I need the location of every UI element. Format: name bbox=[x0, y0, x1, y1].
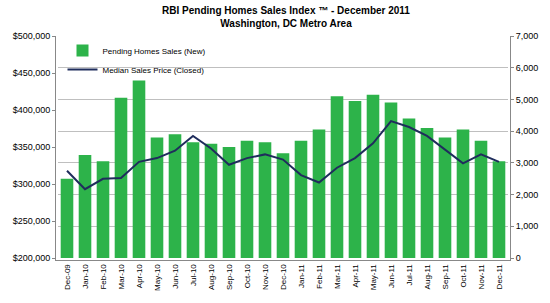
svg-text:$300,000: $300,000 bbox=[13, 179, 51, 189]
svg-text:Jun-10: Jun-10 bbox=[171, 264, 180, 289]
svg-text:Sep-10: Sep-10 bbox=[225, 264, 234, 290]
svg-text:Jul-10: Jul-10 bbox=[189, 264, 198, 286]
svg-text:Sep-11: Sep-11 bbox=[441, 264, 450, 290]
svg-text:Dec-09: Dec-09 bbox=[63, 264, 72, 290]
svg-text:Jun-11: Jun-11 bbox=[387, 264, 396, 288]
svg-text:Mar-11: Mar-11 bbox=[333, 264, 342, 289]
svg-text:$250,000: $250,000 bbox=[13, 216, 51, 226]
svg-text:$350,000: $350,000 bbox=[13, 142, 51, 152]
svg-text:Apr-10: Apr-10 bbox=[135, 264, 144, 289]
svg-text:Pending Homes Sales (New): Pending Homes Sales (New) bbox=[103, 47, 206, 56]
svg-text:Feb-10: Feb-10 bbox=[99, 264, 108, 290]
svg-text:$400,000: $400,000 bbox=[13, 105, 51, 115]
svg-text:Nov-10: Nov-10 bbox=[261, 264, 270, 290]
svg-text:Apr-11: Apr-11 bbox=[351, 264, 360, 288]
svg-text:Nov-11: Nov-11 bbox=[477, 264, 486, 290]
svg-text:May-10: May-10 bbox=[153, 264, 162, 291]
svg-text:$450,000: $450,000 bbox=[13, 68, 51, 78]
svg-text:RBI Pending Homes Sales Index: RBI Pending Homes Sales Index ™ - Decemb… bbox=[162, 5, 410, 29]
svg-text:Feb-11: Feb-11 bbox=[315, 264, 324, 289]
svg-text:Dec-10: Dec-10 bbox=[279, 264, 288, 290]
svg-text:Median Sales Price (Closed): Median Sales Price (Closed) bbox=[103, 66, 205, 75]
svg-text:0: 0 bbox=[516, 253, 521, 263]
svg-text:Oct-11: Oct-11 bbox=[459, 264, 468, 288]
svg-text:3,000: 3,000 bbox=[516, 158, 539, 168]
svg-text:May-11: May-11 bbox=[369, 264, 378, 291]
svg-text:Jan-10: Jan-10 bbox=[81, 264, 90, 289]
svg-text:$500,000: $500,000 bbox=[13, 31, 51, 41]
svg-text:$200,000: $200,000 bbox=[13, 253, 51, 263]
svg-text:Dec-11: Dec-11 bbox=[495, 264, 504, 290]
svg-text:4,000: 4,000 bbox=[516, 126, 539, 136]
svg-text:Aug-10: Aug-10 bbox=[207, 264, 216, 290]
svg-text:2,000: 2,000 bbox=[516, 190, 539, 200]
svg-text:6,000: 6,000 bbox=[516, 63, 539, 73]
svg-text:Mar-10: Mar-10 bbox=[117, 264, 126, 290]
svg-text:5,000: 5,000 bbox=[516, 95, 539, 105]
svg-text:Jul-11: Jul-11 bbox=[405, 264, 414, 286]
svg-text:Jan-11: Jan-11 bbox=[297, 264, 306, 288]
svg-text:Aug-11: Aug-11 bbox=[423, 264, 432, 290]
svg-text:7,000: 7,000 bbox=[516, 31, 539, 41]
svg-text:1,000: 1,000 bbox=[516, 221, 539, 231]
svg-text:Oct-10: Oct-10 bbox=[243, 264, 252, 289]
